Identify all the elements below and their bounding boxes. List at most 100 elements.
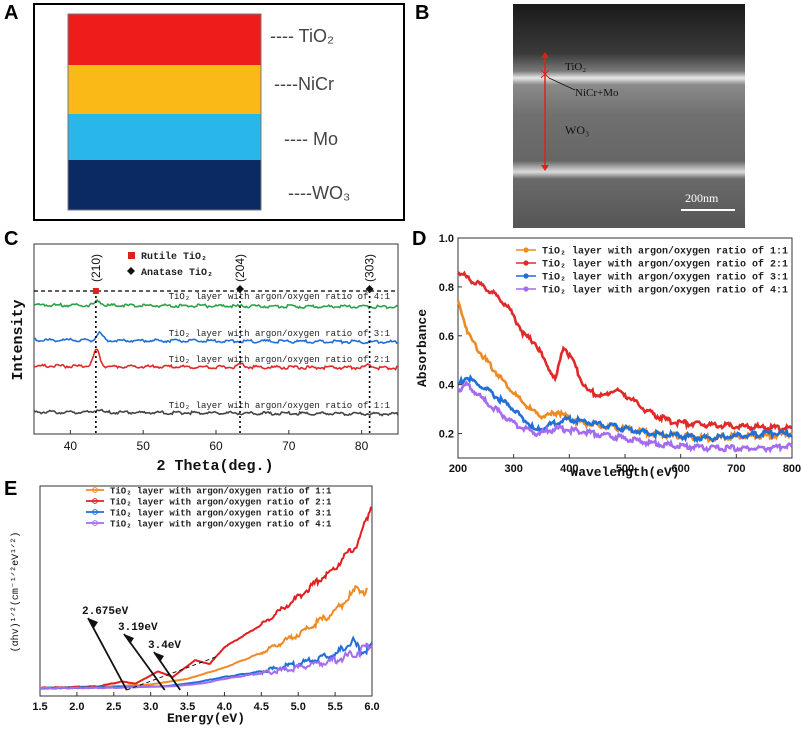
absorbance-legend-label-2: TiO₂ layer with argon/oxygen ratio of 2:… (542, 259, 788, 271)
absorbance-ytick: 0.6 (439, 331, 454, 343)
panel-letter-e: E (4, 478, 18, 500)
tauc-series-4 (39, 642, 373, 690)
absorbance-legend-marker (523, 247, 529, 253)
svg-text:----WO₃: ----WO₃ (288, 183, 350, 203)
absorbance-xtick: 600 (671, 463, 689, 475)
xrd-xlabel: 2 Theta(deg.) (156, 458, 273, 475)
peak-label-3: (303) (363, 254, 377, 282)
xrd-xtick: 50 (137, 439, 151, 453)
layer-wo3 (68, 160, 261, 210)
absorbance-series-2 (457, 270, 793, 433)
peak-label-1: (210) (89, 254, 103, 282)
xrd-series-label-3: TiO₂ layer with argon/oxygen ratio of 2:… (169, 355, 390, 365)
tauc-chart: 1.5 2.0 2.5 3.0 3.5 4.0 4.5 5.0 5.5 6.0 TiO₂ laye… (10, 485, 380, 726)
xrd-series-label-2: TiO₂ layer with argon/oxygen ratio of 3:… (169, 329, 390, 339)
xrd-chart: TiO₂ layer with argon/oxygen ratio of 4:… (10, 243, 399, 475)
tauc-xtick: 3.5 (180, 701, 195, 713)
tauc-legend-label-4: TiO₂ layer with argon/oxygen ratio of 4:… (110, 520, 332, 530)
legend-anatase-marker (127, 267, 135, 275)
tauc-series-1 (40, 584, 368, 690)
layer-nicr (68, 65, 261, 115)
absorbance-xtick: 700 (727, 463, 745, 475)
tauc-ylabel: (αhv)¹ᐟ²(cm⁻¹ᐟ²eV¹ᐟ²) (10, 532, 22, 653)
tauc-legend-label-1: TiO₂ layer with argon/oxygen ratio of 1:… (110, 487, 332, 497)
xrd-series-2 (33, 330, 399, 345)
absorbance-legend-label-3: TiO₂ layer with argon/oxygen ratio of 3:… (542, 272, 788, 284)
tauc-xtick: 3.0 (143, 701, 158, 713)
xrd-series-label-1: TiO₂ layer with argon/oxygen ratio of 4:… (169, 292, 390, 302)
layer-tio2 (68, 14, 261, 66)
absorbance-ytick: 0.8 (439, 282, 454, 294)
tauc-xtick: 6.0 (364, 701, 379, 713)
absorbance-legend-label-4: TiO₂ layer with argon/oxygen ratio of 4:… (542, 285, 788, 297)
sem-label-nicr: NiCr+Mo (575, 87, 619, 99)
sem-image: TiO₂ NiCr+Mo WO₃ 200nm (513, 4, 745, 228)
absorbance-series-3 (457, 373, 793, 444)
absorbance-ytick: 1.0 (439, 233, 454, 245)
xrd-series-1 (33, 298, 399, 310)
xrd-xtick: 60 (209, 439, 223, 453)
xrd-xtick: 40 (64, 439, 78, 453)
layer-stack-diagram: ---- TiO₂ ----NiCr ---- Mo ----WO₃ (33, 3, 405, 221)
sem-label-tio2: TiO₂ (565, 61, 586, 73)
absorbance-xtick: 200 (449, 463, 467, 475)
peak-label-2: (204) (233, 254, 247, 282)
xrd-series-label-4: TiO₂ layer with argon/oxygen ratio of 1:… (169, 401, 390, 411)
peak-marker-rutile (92, 288, 99, 294)
absorbance-legend-label-1: TiO₂ layer with argon/oxygen ratio of 1:… (542, 246, 788, 258)
layer-label-wo3: WO₃ (312, 183, 350, 203)
legend-rutile-label: Rutile TiO₂ (141, 251, 207, 263)
tauc-xtick: 2.0 (69, 701, 84, 713)
legend-anatase-label: Anatase TiO₂ (141, 267, 213, 279)
tauc-xtick: 4.5 (254, 701, 269, 713)
absorbance-xtick: 500 (616, 463, 634, 475)
tauc-legend-marker (92, 498, 98, 504)
sem-label-wo3: WO₃ (565, 123, 589, 137)
tauc-xlabel: Energy(eV) (167, 711, 245, 726)
tauc-xtick: 1.5 (32, 701, 47, 713)
svg-text:---- Mo: ---- Mo (284, 129, 338, 149)
xrd-series-4 (33, 408, 399, 417)
absorbance-xtick: 400 (560, 463, 578, 475)
panel-letter-d: D (412, 228, 427, 250)
panel-letter-b: B (415, 2, 430, 24)
bandgap-annotation-1: 2.675eV (82, 606, 129, 618)
absorbance-xlabel: Wavelength(eV) (570, 465, 679, 480)
absorbance-legend-marker (523, 286, 529, 292)
absorbance-chart: 200 300 400 500 600 700 800 0.2 0.4 0.6 0.8 1.0 TiO… (415, 233, 801, 480)
layer-label-tio2: TiO₂ (299, 26, 334, 46)
bandgap-annotation-2: 3.19eV (118, 622, 158, 634)
svg-text:----NiCr: ----NiCr (274, 74, 334, 94)
absorbance-ytick: 0.2 (439, 429, 454, 441)
tauc-xtick: 4.0 (217, 701, 232, 713)
tauc-legend-label-3: TiO₂ layer with argon/oxygen ratio of 3:… (110, 509, 332, 519)
peak-marker-anatase (365, 285, 374, 293)
layer-label-mo: Mo (313, 129, 338, 149)
panel-letter-c: C (4, 228, 19, 250)
peak-marker-anatase (236, 285, 245, 293)
absorbance-xtick: 800 (783, 463, 801, 475)
xrd-ylabel: Intensity (10, 299, 27, 380)
layer-dash-2: ---- (274, 74, 298, 94)
panel-letter-a: A (4, 2, 19, 24)
absorbance-xtick: 300 (504, 463, 522, 475)
absorbance-ylabel: Absorbance (415, 309, 430, 387)
absorbance-ytick: 0.4 (439, 380, 455, 392)
tauc-xtick: 2.5 (106, 701, 121, 713)
tauc-series-2 (39, 506, 373, 690)
absorbance-legend-marker (523, 260, 529, 266)
tauc-legend-marker (92, 487, 98, 493)
tauc-xtick: 5.5 (327, 701, 342, 713)
sem-scalebar: 200nm (685, 191, 719, 205)
xrd-xtick: 70 (282, 439, 296, 453)
tauc-xtick: 5.0 (291, 701, 306, 713)
absorbance-legend-marker (523, 273, 529, 279)
xrd-series-3 (33, 348, 399, 371)
layer-dash-3: ---- (284, 129, 308, 149)
bandgap-annotation-3: 3.4eV (148, 640, 181, 652)
legend-rutile-marker (128, 252, 135, 259)
layer-dash-1: ---- (270, 26, 294, 46)
layer-mo (68, 114, 261, 161)
xrd-xtick: 80 (355, 439, 369, 453)
svg-text:---- TiO₂: ---- TiO₂ (270, 26, 334, 46)
